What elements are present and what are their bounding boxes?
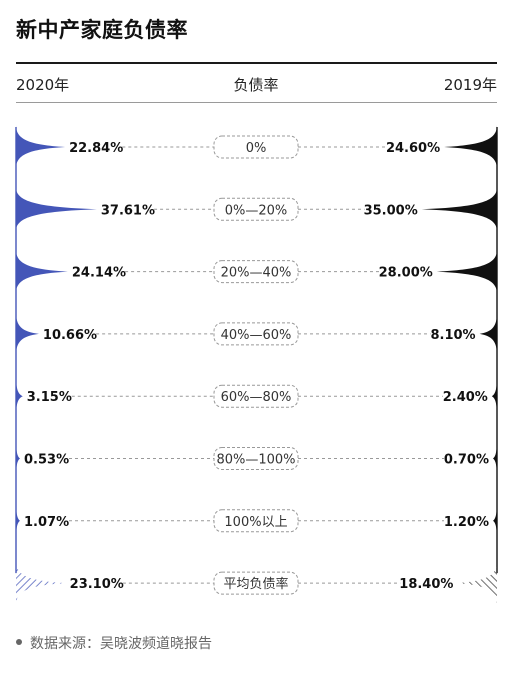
peak-2019-7 bbox=[457, 561, 497, 606]
label-2019-3: 8.10% bbox=[430, 328, 475, 343]
peak-2019-3 bbox=[479, 311, 497, 356]
category-box-0 bbox=[213, 135, 299, 159]
label-2019-6: 1.20% bbox=[444, 515, 489, 530]
peak-2020-0 bbox=[16, 125, 66, 169]
peak-2020-3 bbox=[16, 311, 39, 356]
category-label-0: 0% bbox=[246, 141, 267, 156]
label-2020-1: 37.61% bbox=[101, 203, 155, 218]
peak-2019-4 bbox=[491, 374, 497, 419]
label-2019-1: 35.00% bbox=[364, 203, 418, 218]
bullet-dot-icon bbox=[16, 639, 22, 645]
label-2019-5: 0.70% bbox=[444, 453, 489, 468]
header-2020: 2020年 bbox=[16, 76, 70, 94]
label-2020-6: 1.07% bbox=[24, 515, 69, 530]
source-note: 数据来源：吴晓波频道晓报告 bbox=[16, 633, 212, 653]
header-debt-ratio: 负债率 bbox=[233, 76, 279, 94]
category-box-1 bbox=[213, 197, 299, 221]
peak-2019-6 bbox=[493, 498, 497, 543]
category-box-5 bbox=[213, 447, 299, 470]
category-label-6: 100%以上 bbox=[224, 515, 287, 530]
peak-2020-2 bbox=[16, 249, 68, 294]
category-box-4 bbox=[213, 384, 299, 408]
category-box-7 bbox=[213, 571, 299, 595]
category-label-5: 80%—100% bbox=[216, 453, 295, 468]
label-2020-4: 3.15% bbox=[27, 390, 72, 405]
peak-2019-0 bbox=[444, 125, 497, 169]
title-rule bbox=[16, 62, 497, 64]
peak-2020-1 bbox=[16, 187, 97, 232]
label-2020-7: 23.10% bbox=[70, 577, 124, 592]
peak-2020-7 bbox=[16, 561, 66, 606]
peak-2020-6 bbox=[16, 498, 20, 543]
category-label-4: 60%—80% bbox=[221, 390, 292, 405]
peak-2020-5 bbox=[16, 436, 20, 481]
label-2019-4: 2.40% bbox=[443, 390, 488, 405]
header-rule bbox=[16, 102, 497, 103]
source-text: 数据来源：吴晓波频道晓报告 bbox=[30, 636, 212, 652]
peak-2019-5 bbox=[493, 436, 497, 481]
category-label-1: 0%—20% bbox=[225, 203, 288, 218]
category-box-2 bbox=[213, 260, 299, 284]
category-label-3: 40%—60% bbox=[221, 328, 292, 343]
label-2020-0: 22.84% bbox=[69, 141, 123, 156]
label-2019-2: 28.00% bbox=[379, 266, 433, 281]
peak-2019-1 bbox=[421, 187, 497, 232]
label-2020-3: 10.66% bbox=[43, 328, 97, 343]
label-2019-0: 24.60% bbox=[386, 141, 440, 156]
category-box-3 bbox=[213, 322, 299, 346]
peak-2020-4 bbox=[16, 374, 23, 419]
category-label-7: 平均负债率 bbox=[223, 576, 288, 592]
label-2020-5: 0.53% bbox=[24, 453, 69, 468]
peak-2019-2 bbox=[436, 249, 497, 294]
header-2019: 2019年 bbox=[443, 76, 497, 94]
label-2019-7: 18.40% bbox=[399, 577, 453, 592]
label-2020-2: 24.14% bbox=[72, 266, 126, 281]
category-box-6 bbox=[213, 509, 299, 533]
chart-title: 新中产家庭负债率 bbox=[16, 18, 188, 42]
category-label-2: 20%—40% bbox=[221, 266, 292, 281]
